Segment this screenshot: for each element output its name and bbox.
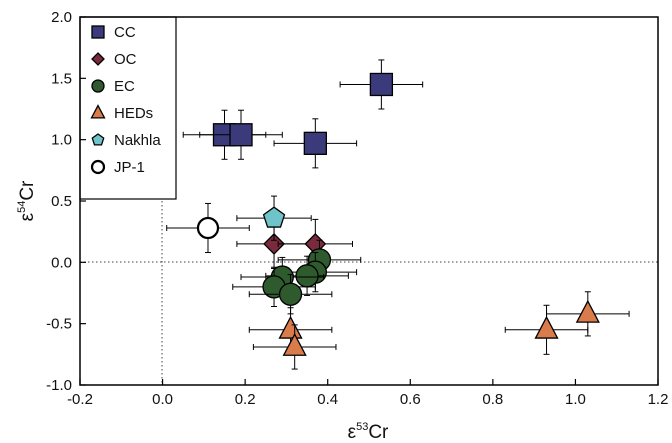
nakhla-data-point	[262, 206, 286, 228]
legend-label-nakhla: Nakhla	[114, 132, 161, 149]
series-jp-1	[166, 202, 250, 254]
legend-label-heds: HEDs	[114, 105, 153, 122]
legend-marker-oc	[91, 52, 105, 66]
cc-data-point	[369, 72, 394, 97]
legend-marker-cc	[91, 25, 105, 39]
legend: CC OC EC HEDs Nakhla JP-1	[79, 16, 177, 200]
series-heds	[248, 291, 630, 370]
legend-marker-nakhla	[91, 133, 105, 146]
y-tick-label: 2.0	[51, 9, 72, 26]
cc-data-point	[303, 131, 327, 155]
legend-marker-heds	[90, 104, 106, 119]
x-tick-label: 0.4	[317, 391, 338, 408]
jp-1-data-point	[196, 216, 220, 240]
y-tick-label: 0.5	[51, 193, 72, 210]
y-tick-label: 0.0	[51, 254, 72, 271]
x-tick-label: 0.0	[152, 391, 173, 408]
y-tick-label: 1.5	[51, 70, 72, 87]
ec-data-point	[278, 282, 303, 306]
legend-marker-ec	[91, 79, 105, 93]
legend-label-ec: EC	[114, 78, 135, 95]
ec-data-point	[295, 264, 319, 288]
y-tick-label: 1.0	[51, 132, 72, 149]
y-tick-label: -0.5	[46, 316, 72, 333]
series-nakhla	[236, 195, 312, 241]
heds-data-point	[278, 315, 303, 339]
x-tick-label: -0.2	[67, 391, 93, 408]
y-axis-title: ε54Cr	[16, 180, 38, 221]
heds-data-point	[575, 299, 600, 323]
cc-data-point	[229, 123, 253, 147]
legend-label-cc: CC	[114, 24, 136, 41]
x-tick-label: 0.8	[482, 391, 503, 408]
x-axis-title: ε53Cr	[348, 421, 389, 443]
legend-label-jp-1: JP-1	[114, 159, 145, 176]
series-ec	[232, 239, 362, 315]
heds-data-point	[282, 332, 307, 356]
axis-ticks-layer: -0.2 0.0 0.2 0.4 0.6 0.8 1.0 1.2 -1.0 -0.5 0.0 0.5 1…	[46, 9, 668, 408]
legend-label-oc: OC	[114, 51, 137, 68]
x-tick-label: 0.6	[400, 391, 421, 408]
x-tick-label: 1.0	[565, 391, 586, 408]
x-tick-label: 0.2	[235, 391, 256, 408]
y-tick-label: -1.0	[46, 377, 72, 394]
heds-data-point	[534, 315, 559, 339]
series-oc	[236, 218, 353, 269]
x-tick-label: 1.2	[648, 391, 669, 408]
series-cc	[182, 59, 424, 169]
legend-marker-jp-1	[90, 159, 106, 175]
oc-data-point	[263, 233, 285, 255]
data-points-layer	[166, 59, 630, 370]
